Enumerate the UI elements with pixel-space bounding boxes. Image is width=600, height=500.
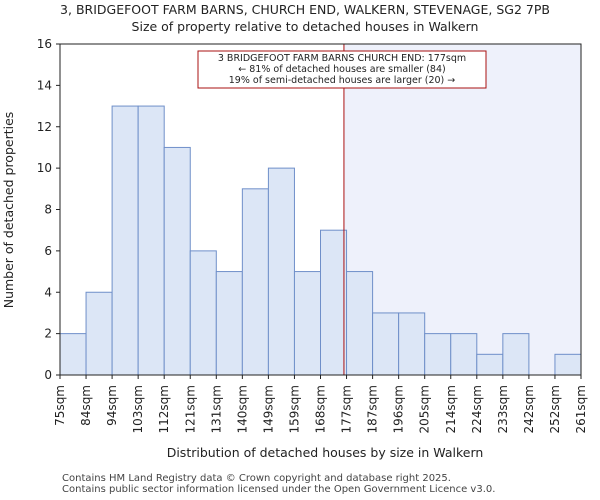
x-tick-label: 159sqm bbox=[287, 385, 301, 433]
x-tick-label: 261sqm bbox=[574, 385, 588, 433]
y-tick-label: 12 bbox=[37, 120, 52, 134]
x-tick-label: 149sqm bbox=[261, 385, 275, 433]
y-tick-label: 8 bbox=[44, 203, 52, 217]
x-tick-label: 121sqm bbox=[183, 385, 197, 433]
chart-subtitle: Size of property relative to detached ho… bbox=[132, 19, 479, 34]
footer-line-2: Contains public sector information licen… bbox=[62, 484, 496, 495]
annotation-line-3: 19% of semi-detached houses are larger (… bbox=[229, 75, 456, 86]
y-tick-label: 10 bbox=[37, 161, 52, 175]
x-tick-label: 233sqm bbox=[496, 385, 510, 433]
y-tick-label: 6 bbox=[44, 244, 52, 258]
bar-205sqm bbox=[424, 333, 452, 376]
bar-84sqm bbox=[85, 291, 113, 376]
bar-131sqm bbox=[215, 271, 243, 376]
bar-149sqm bbox=[267, 167, 295, 376]
bar-140sqm bbox=[241, 188, 269, 376]
annotation-box: 3 BRIDGEFOOT FARM BARNS CHURCH END: 177s… bbox=[197, 50, 487, 89]
bar-159sqm bbox=[293, 271, 322, 376]
bar-252sqm bbox=[554, 353, 582, 376]
x-tick-label: 252sqm bbox=[548, 385, 562, 433]
bar-94sqm bbox=[111, 105, 139, 376]
x-tick-label: 84sqm bbox=[79, 385, 93, 426]
plot-area: 0 2 4 6 8 10 12 14 16 75sqm 84sqm 94sqm 103sqm 112sqm… bbox=[37, 37, 588, 433]
y-tick-label: 2 bbox=[44, 327, 52, 341]
x-tick-label: 140sqm bbox=[235, 385, 249, 433]
annotation-line-2: ← 81% of detached houses are smaller (84… bbox=[238, 64, 445, 75]
x-tick-label: 196sqm bbox=[392, 385, 406, 433]
bar-177sqm bbox=[346, 271, 374, 376]
x-tick-label: 75sqm bbox=[53, 385, 67, 426]
y-tick-label: 4 bbox=[44, 285, 52, 299]
x-tick-label: 214sqm bbox=[444, 385, 458, 433]
x-tick-label: 205sqm bbox=[418, 385, 432, 433]
x-tick-label: 177sqm bbox=[340, 385, 354, 433]
annotation-border bbox=[197, 50, 487, 89]
bar-168sqm bbox=[320, 229, 348, 376]
bar-103sqm bbox=[137, 105, 165, 376]
y-axis-label: Number of detached properties bbox=[1, 112, 16, 309]
x-axis-label: Distribution of detached houses by size … bbox=[167, 445, 484, 460]
x-tick-label: 131sqm bbox=[209, 385, 223, 433]
bar-196sqm bbox=[398, 312, 426, 376]
x-tick-label: 112sqm bbox=[157, 385, 171, 433]
bar-121sqm bbox=[189, 250, 217, 376]
x-tick-label: 242sqm bbox=[522, 385, 536, 433]
x-tick-label: 94sqm bbox=[105, 385, 119, 426]
y-tick-label: 16 bbox=[37, 37, 52, 51]
bar-75sqm bbox=[59, 333, 87, 376]
bar-224sqm bbox=[476, 353, 504, 376]
y-tick-label: 0 bbox=[44, 368, 52, 382]
chart-title: 3, BRIDGEFOOT FARM BARNS, CHURCH END, WA… bbox=[60, 2, 550, 17]
x-tick-label: 187sqm bbox=[366, 385, 380, 433]
annotation-line-1: 3 BRIDGEFOOT FARM BARNS CHURCH END: 177s… bbox=[218, 53, 466, 64]
y-tick-label: 14 bbox=[37, 78, 52, 92]
bar-214sqm bbox=[450, 333, 478, 376]
bar-112sqm bbox=[163, 146, 191, 376]
bar-187sqm bbox=[372, 312, 400, 376]
bar-233sqm bbox=[502, 333, 530, 376]
x-tick-label: 103sqm bbox=[131, 385, 145, 433]
footer-line-1: Contains HM Land Registry data © Crown c… bbox=[62, 473, 451, 484]
x-tick-label: 168sqm bbox=[314, 385, 328, 433]
x-tick-label: 224sqm bbox=[470, 385, 484, 433]
